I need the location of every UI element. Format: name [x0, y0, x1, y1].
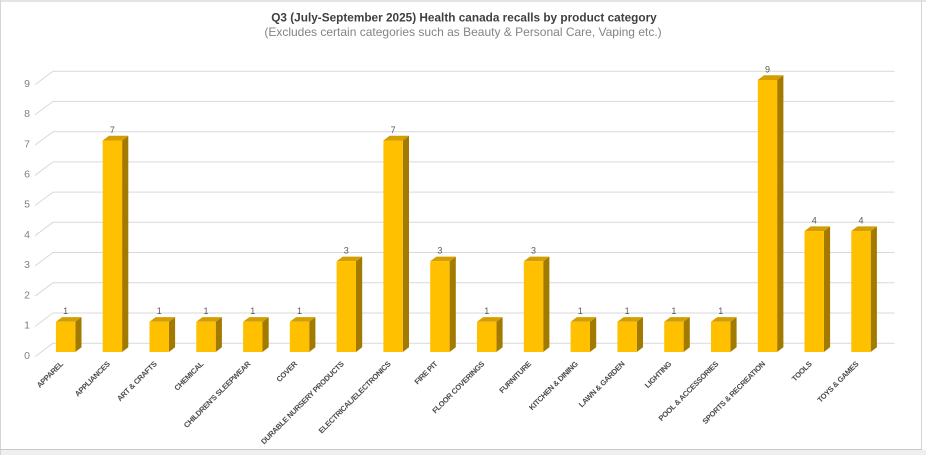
- svg-text:1: 1: [484, 306, 489, 316]
- svg-text:1: 1: [578, 306, 583, 316]
- svg-text:1: 1: [157, 306, 162, 316]
- svg-text:0: 0: [24, 350, 30, 362]
- svg-text:ART & CRAFTS: ART & CRAFTS: [115, 359, 159, 403]
- svg-text:7: 7: [110, 125, 115, 135]
- svg-text:1: 1: [718, 306, 723, 316]
- svg-text:Q3 (July-September 2025) Healt: Q3 (July-September 2025) Health canada r…: [271, 10, 657, 24]
- svg-text:CHEMICAL: CHEMICAL: [172, 359, 205, 392]
- svg-text:FURNITURE: FURNITURE: [497, 359, 533, 395]
- svg-text:7: 7: [391, 125, 396, 135]
- svg-text:7: 7: [24, 138, 30, 150]
- svg-text:1: 1: [203, 306, 208, 316]
- svg-text:LIGHTING: LIGHTING: [643, 359, 674, 390]
- svg-text:LAWN & GARDEN: LAWN & GARDEN: [577, 360, 627, 410]
- svg-text:5: 5: [24, 199, 30, 211]
- svg-text:2: 2: [24, 289, 30, 301]
- svg-text:TOOLS: TOOLS: [790, 359, 814, 383]
- svg-text:TOYS & GAMES: TOYS & GAMES: [816, 359, 861, 404]
- svg-text:3: 3: [344, 246, 349, 256]
- svg-text:DURABLE NURSERY PRODUCTS: DURABLE NURSERY PRODUCTS: [259, 359, 346, 446]
- svg-text:FLOOR COVERINGS: FLOOR COVERINGS: [430, 359, 486, 415]
- svg-text:3: 3: [24, 259, 30, 271]
- svg-text:3: 3: [437, 246, 442, 256]
- svg-text:6: 6: [24, 169, 30, 181]
- svg-text:9: 9: [24, 78, 30, 90]
- svg-text:4: 4: [858, 215, 863, 225]
- svg-text:COVER: COVER: [275, 359, 300, 384]
- svg-text:8: 8: [24, 108, 30, 120]
- svg-text:APPLIANCES: APPLIANCES: [73, 359, 112, 398]
- svg-text:9: 9: [765, 64, 770, 74]
- svg-text:4: 4: [812, 215, 817, 225]
- svg-text:KITCHEN & DINING: KITCHEN & DINING: [527, 359, 580, 412]
- svg-text:1: 1: [625, 306, 630, 316]
- svg-text:1: 1: [297, 306, 302, 316]
- svg-text:1: 1: [671, 306, 676, 316]
- svg-text:1: 1: [24, 320, 30, 332]
- svg-text:(Excludes certain categories s: (Excludes certain categories such as Bea…: [264, 25, 661, 39]
- svg-text:3: 3: [531, 246, 536, 256]
- svg-text:FIRE PIT: FIRE PIT: [413, 359, 440, 386]
- svg-text:APPAREL: APPAREL: [35, 359, 66, 390]
- svg-text:1: 1: [63, 306, 68, 316]
- svg-text:1: 1: [250, 306, 255, 316]
- svg-text:4: 4: [24, 229, 30, 241]
